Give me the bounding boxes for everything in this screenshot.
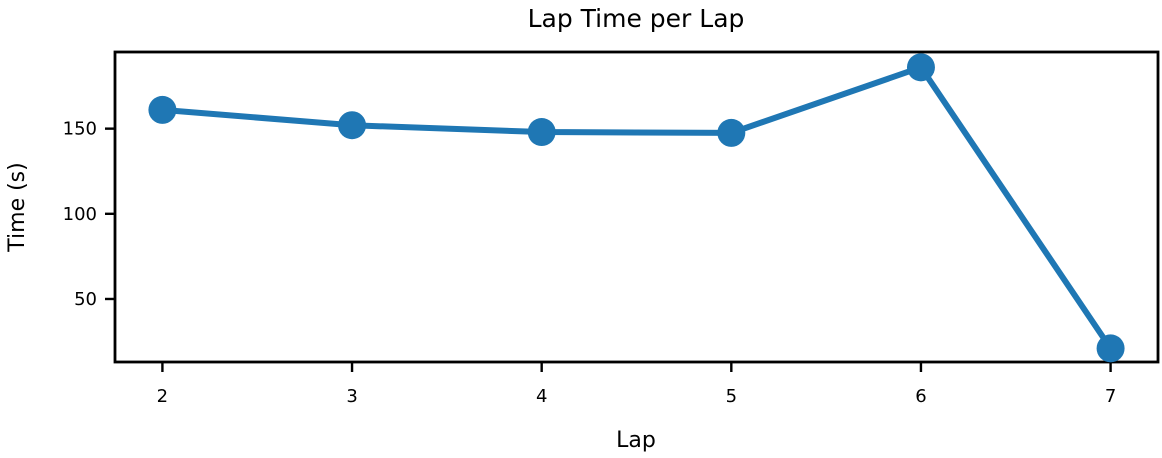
data-point xyxy=(1096,334,1125,363)
x-tick-label: 6 xyxy=(915,386,926,407)
plot-area xyxy=(113,50,1160,364)
x-axis: 2 3 4 5 6 7 xyxy=(157,362,1116,407)
series-layer xyxy=(148,53,1125,363)
chart-title: Lap Time per Lap xyxy=(528,4,745,33)
x-tick-label: 7 xyxy=(1105,386,1116,407)
data-point xyxy=(338,111,367,140)
data-point xyxy=(148,95,177,124)
series-1-line xyxy=(159,64,1114,352)
data-point xyxy=(527,118,556,147)
y-tick-label: 100 xyxy=(63,204,97,225)
data-point xyxy=(906,53,935,82)
x-tick-label: 3 xyxy=(346,386,357,407)
y-axis: 50 100 150 xyxy=(63,119,115,310)
data-point xyxy=(717,118,746,147)
y-axis-label: Time (s) xyxy=(5,162,30,252)
x-tick-label: 5 xyxy=(726,386,737,407)
y-tick-label: 150 xyxy=(63,119,97,140)
x-tick-label: 2 xyxy=(157,386,168,407)
x-tick-label: 4 xyxy=(536,386,547,407)
x-axis-label: Lap xyxy=(616,428,656,453)
y-tick-label: 50 xyxy=(74,289,97,310)
